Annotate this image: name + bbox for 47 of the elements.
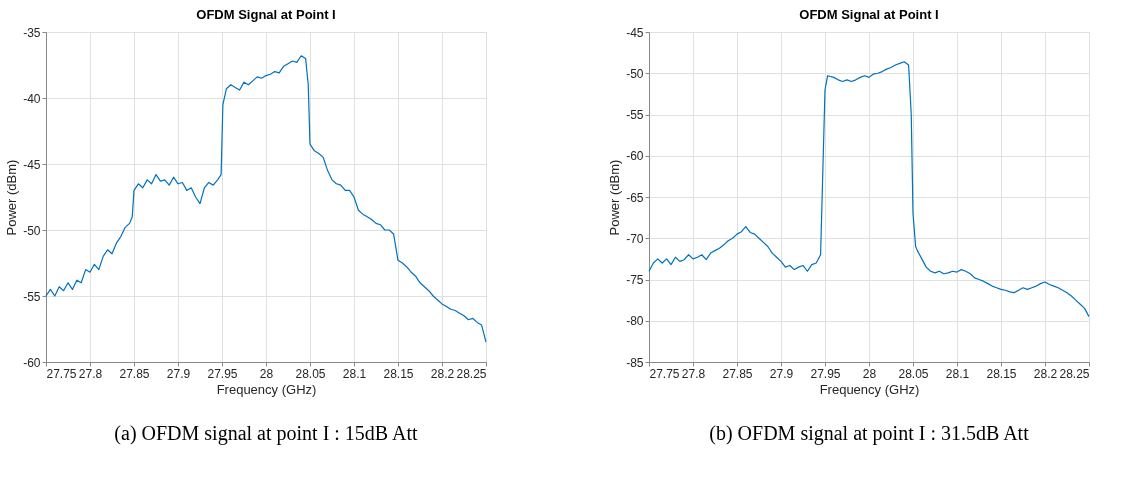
line-series [648, 61, 1090, 318]
x-tick-label: 27.9 [166, 366, 191, 381]
y-tick-label: -55 [23, 289, 41, 304]
x-tick-label: 28.1 [945, 366, 970, 381]
y-tick-label: -40 [23, 91, 41, 106]
x-tick-label: 28.2 [430, 366, 455, 381]
x-tick-label: 28.05 [295, 366, 326, 381]
x-tick-label: 27.95 [207, 366, 238, 381]
text: (b) OFDM signal at point I : 31.5dB Att [709, 422, 1030, 445]
y-tick-label: -60 [23, 355, 41, 370]
x-tick-label: 27.9 [769, 366, 794, 381]
x-tick-label: 27.75 [649, 366, 680, 381]
y-tick-label: -65 [626, 190, 644, 205]
text: (a) OFDM signal at point I : 15dB Att [114, 422, 419, 445]
x-tick-label: 28.15 [383, 366, 414, 381]
x-tick-label: 27.95 [810, 366, 841, 381]
y-tick-label: -55 [626, 108, 644, 122]
y-tick-label: -70 [626, 231, 644, 246]
y-tick-label: -45 [626, 25, 644, 40]
y-tick-label: -45 [23, 157, 41, 172]
x-tick-label: 28.05 [898, 366, 929, 381]
chart-title: OFDM Signal at Point I [196, 7, 336, 22]
x-tick-label: 28.25 [1059, 366, 1090, 381]
x-tick-label: 27.85 [722, 366, 753, 381]
x-tick-label: 27.8 [681, 366, 706, 381]
x-tick-label: 28.2 [1033, 366, 1058, 381]
y-tick-label: -60 [626, 149, 644, 164]
x-axis-title: Frequency (GHz) [216, 381, 317, 397]
x-tick-label: 28 [259, 366, 274, 381]
y-tick-label: -50 [23, 223, 41, 238]
y-tick-label: -75 [626, 273, 644, 287]
chart-title: OFDM Signal at Point I [799, 7, 939, 22]
x-tick-label: 27.8 [78, 366, 103, 381]
y-tick-label: -85 [626, 355, 644, 370]
x-tick-label: 28.25 [456, 366, 487, 381]
y-axis-title: Power (dBm) [4, 159, 20, 236]
y-tick-label: -50 [626, 66, 644, 81]
x-tick-label: 27.85 [119, 366, 150, 381]
line-series [45, 55, 487, 343]
y-tick-label: -80 [626, 314, 644, 329]
x-tick-label: 28.1 [342, 366, 367, 381]
y-axis-title: Power (dBm) [607, 159, 623, 236]
x-tick-label: 27.75 [46, 366, 77, 381]
y-tick-label: -35 [23, 25, 41, 40]
x-tick-label: 28.15 [986, 366, 1017, 381]
x-axis-title: Frequency (GHz) [819, 381, 920, 397]
x-tick-label: 28 [862, 366, 877, 381]
